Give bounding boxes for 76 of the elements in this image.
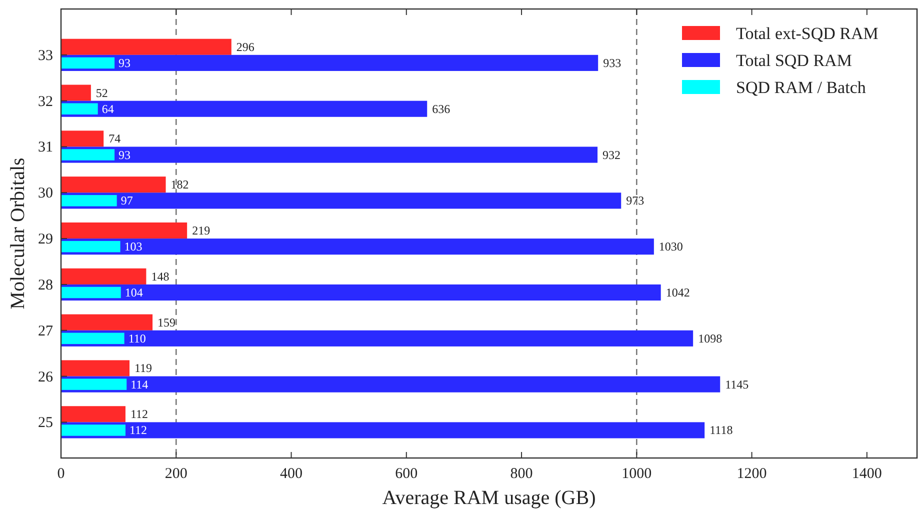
bar [61,195,117,206]
bar [61,238,654,255]
data-label: 933 [603,56,622,70]
data-label: 74 [108,132,121,146]
bar [61,84,91,101]
bar [61,314,153,330]
data-label: 296 [236,40,254,54]
bar [61,54,598,71]
data-label: 97 [120,194,133,208]
bar [61,286,121,298]
x-tick-label: 400 [280,466,303,482]
bar [61,268,146,284]
bar [61,149,115,160]
x-tick-label: 1400 [852,466,882,482]
y-tick-label: 26 [38,369,54,386]
legend-label: Total ext-SQD RAM [736,24,878,43]
bar [61,332,124,344]
x-tick-label: 1000 [622,466,652,482]
data-label: 636 [432,102,450,116]
bar [61,103,98,114]
bar [61,240,120,252]
bar [61,38,232,55]
data-label: 93 [118,56,131,70]
bar [61,130,104,147]
data-label: 93 [118,148,131,162]
data-label: 104 [124,285,143,300]
bar [61,424,126,436]
data-label: 1098 [698,331,722,346]
bar [61,376,720,392]
data-label: 159 [158,315,176,330]
bar [61,378,127,390]
data-label: 219 [192,224,210,238]
y-tick-label: 27 [38,323,54,340]
data-label: 112 [129,423,148,438]
data-label: 119 [134,361,152,376]
data-label: 110 [128,331,146,346]
bar [61,284,661,301]
legend-label: SQD RAM / Batch [736,78,866,97]
x-tick-label: 800 [510,466,533,482]
bar [61,176,166,193]
data-label: 182 [170,178,189,192]
y-tick-label: 25 [38,415,53,432]
bar [61,192,622,209]
data-label: 1118 [710,423,733,438]
y-tick-label: 32 [38,94,53,110]
data-label: 64 [102,102,114,116]
x-tick-label: 200 [164,466,188,482]
data-label: 52 [96,86,108,100]
data-label: 103 [124,240,142,254]
data-label: 932 [602,148,621,162]
bar [61,406,126,422]
y-tick-label: 29 [38,232,53,248]
bar [61,146,598,163]
y-tick-label: 28 [38,277,53,294]
data-label: 1030 [658,240,683,254]
y-tick-label: 31 [38,140,53,156]
x-tick-label: 1200 [736,466,767,482]
x-axis-title: Average RAM usage (GB) [382,487,596,509]
bar [61,422,705,438]
data-label: 112 [130,407,148,422]
legend-label: Total SQD RAM [736,51,852,70]
y-tick-label: 33 [38,48,53,64]
bar [61,360,130,376]
data-label: 148 [151,269,170,284]
bar [61,330,694,346]
data-label: 1042 [666,285,690,300]
y-axis-title: Molecular Orbitals [7,157,29,310]
data-label: 973 [626,194,644,208]
y-tick-label: 30 [38,186,53,202]
bar [61,100,428,117]
data-label: 114 [130,377,148,392]
x-tick-label: 600 [395,466,418,482]
data-label: 1145 [725,377,749,392]
bar [61,57,115,69]
x-tick-label: 0 [57,466,65,482]
bar [61,222,188,239]
